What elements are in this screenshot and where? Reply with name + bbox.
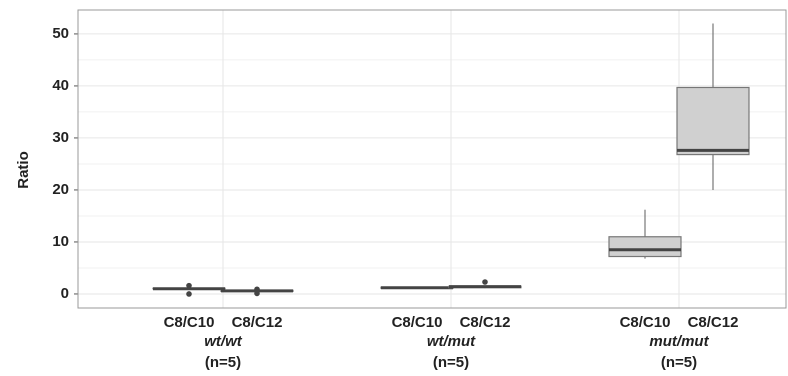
group-n-label: (n=5) — [661, 354, 697, 371]
x-tick-label: C8/C10 — [164, 314, 215, 331]
y-tick-label: 10 — [52, 233, 69, 250]
y-tick-label: 40 — [52, 77, 69, 94]
x-tick-label: C8/C12 — [688, 314, 739, 331]
x-tick-label: C8/C12 — [460, 314, 511, 331]
y-tick-label: 20 — [52, 181, 69, 198]
y-axis-title: Ratio — [15, 151, 32, 189]
y-tick-label: 0 — [61, 285, 69, 302]
box — [608, 236, 682, 258]
box — [676, 86, 750, 156]
group-n-label: (n=5) — [433, 354, 469, 371]
outlier — [186, 291, 192, 297]
group-label: wt/wt — [204, 333, 242, 350]
outlier — [254, 286, 260, 293]
y-tick-label: 30 — [52, 129, 69, 146]
group-label: wt/mut — [427, 333, 476, 350]
x-tick-label: C8/C12 — [232, 314, 283, 331]
x-tick-label: C8/C10 — [392, 314, 443, 331]
group-label: mut/mut — [649, 333, 709, 350]
outlier — [482, 279, 488, 285]
outlier — [254, 290, 260, 297]
x-tick-label: C8/C10 — [620, 314, 671, 331]
y-tick-label: 50 — [52, 25, 69, 42]
group-n-label: (n=5) — [205, 354, 241, 371]
outlier — [186, 282, 192, 289]
plot-frame — [77, 9, 787, 309]
